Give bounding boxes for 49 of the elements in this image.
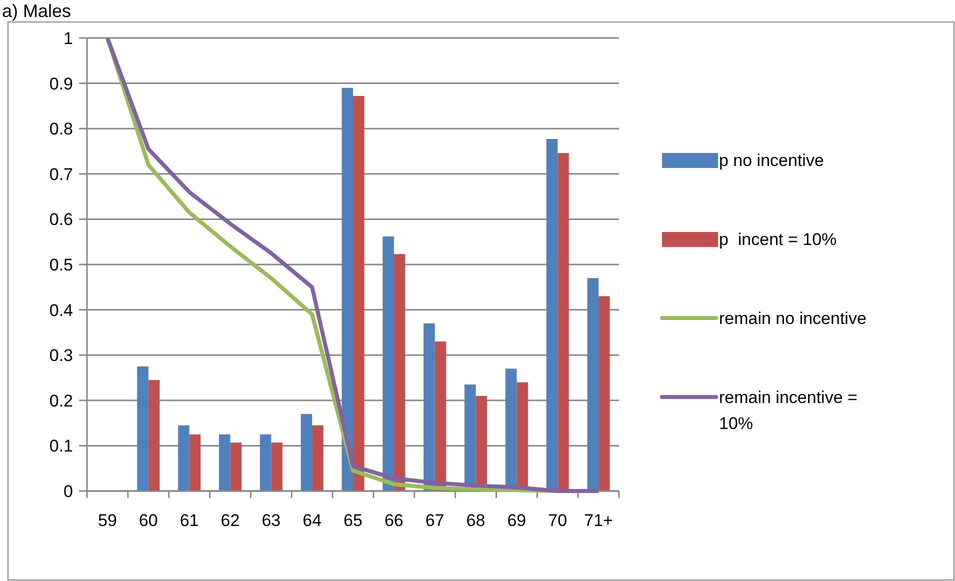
bar <box>230 442 242 491</box>
bar <box>137 366 148 491</box>
y-tick-label: 0.2 <box>49 391 73 410</box>
bar <box>218 434 230 491</box>
x-tick-label: 67 <box>425 511 444 530</box>
bar <box>353 96 364 491</box>
x-tick-label: 64 <box>302 511 322 530</box>
x-tick-label: 65 <box>344 511 362 530</box>
legend-label: p no incentive <box>719 150 824 170</box>
legend-label: remain incentive = 10% <box>719 388 858 433</box>
y-tick-label: 0.7 <box>49 164 73 184</box>
bar <box>598 296 610 491</box>
bar <box>178 425 190 491</box>
bar <box>312 425 324 491</box>
bar <box>394 254 406 491</box>
bar <box>558 153 569 491</box>
legend-label: p incent = 10% <box>719 230 837 249</box>
x-tick-label: 61 <box>180 511 199 530</box>
y-tick-label: 0.3 <box>49 346 73 366</box>
x-tick-label: 70 <box>548 511 568 530</box>
bar <box>260 434 272 491</box>
bar <box>546 139 558 491</box>
x-tick-label: 69 <box>507 511 526 530</box>
bar <box>148 380 160 491</box>
y-tick-label: 0.4 <box>49 300 73 320</box>
x-tick-label: 66 <box>384 511 404 530</box>
bar <box>342 88 353 491</box>
bar <box>382 236 394 491</box>
y-tick-label: 0.9 <box>49 74 73 94</box>
y-tick-label: 0.1 <box>49 436 73 456</box>
y-tick-label: 0.8 <box>49 120 73 139</box>
x-tick-label: 71+ <box>584 511 614 530</box>
chart-title: a) Males <box>2 1 72 21</box>
bar <box>424 323 435 491</box>
bar <box>587 278 599 491</box>
y-tick-label: 0.5 <box>49 255 73 274</box>
y-tick-label: 0.6 <box>49 210 73 230</box>
y-tick-label: 0 <box>64 482 73 501</box>
x-tick-label: 68 <box>466 511 486 530</box>
legend-label: remain no incentive <box>719 308 866 328</box>
y-tick-label: 1 <box>64 28 73 48</box>
bar <box>189 434 201 491</box>
bar <box>271 442 282 491</box>
x-tick-label: 62 <box>220 511 240 530</box>
x-tick-label: 63 <box>262 511 281 530</box>
x-tick-label: 59 <box>98 511 117 530</box>
bar <box>434 342 446 491</box>
bar <box>300 414 312 491</box>
x-tick-label: 60 <box>138 511 158 530</box>
